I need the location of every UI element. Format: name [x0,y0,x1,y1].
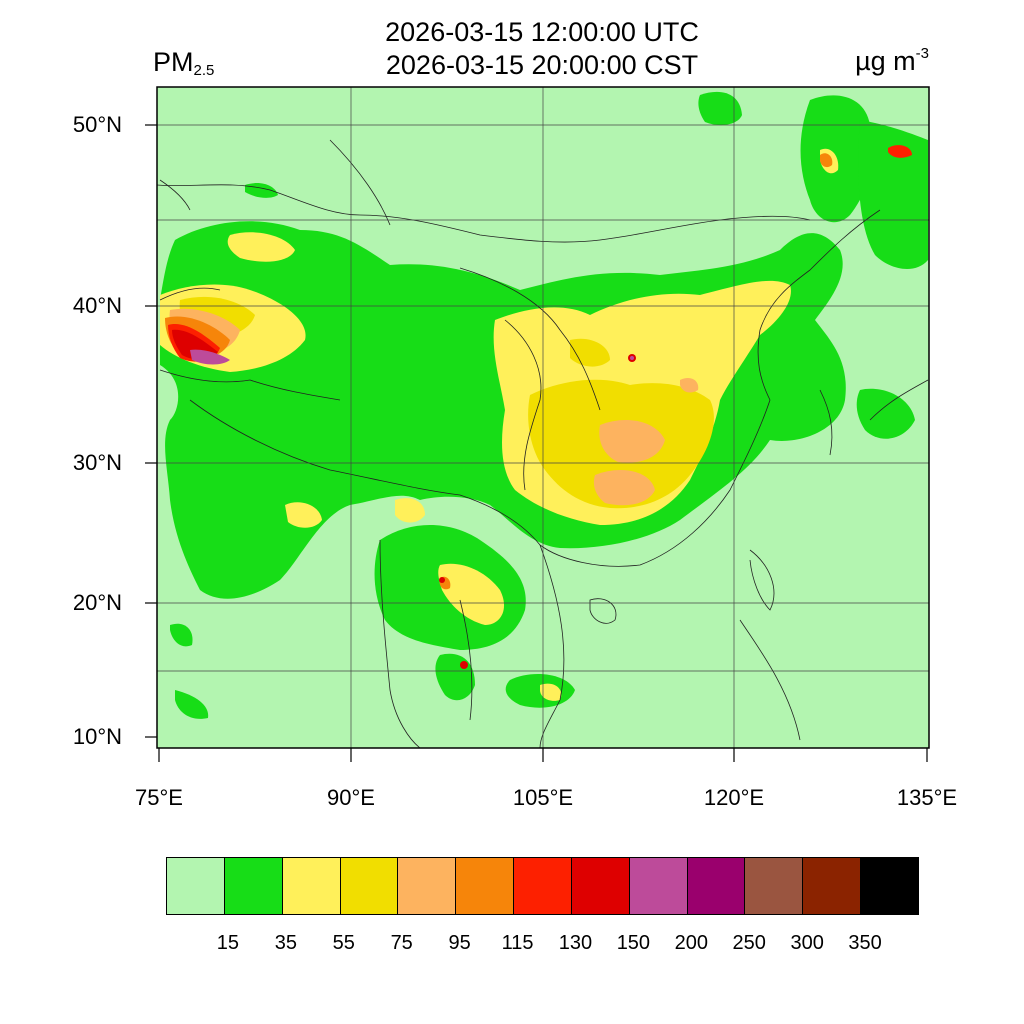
lon-label-105e: 105°E [512,785,574,810]
colorbar-tick-label: 75 [390,932,413,954]
variable-label: PM2.5 [153,47,214,79]
unit-label: µg m-3 [855,45,929,77]
colorbar-box-3 [340,858,399,914]
colorbar-tick-label: 200 [674,932,708,954]
colorbar-box-5 [456,858,515,914]
lat-label-40n: 40°N [72,293,122,318]
colorbar-tick-label: 35 [274,932,297,954]
axis-ticks [145,124,928,762]
lat-label-50n: 50°N [72,112,122,137]
colorbar-tick-label: 350 [848,932,882,954]
colorbar-box-0 [167,858,225,914]
lon-label-120e: 120°E [703,785,765,810]
colorbar-tick-label: 300 [790,932,824,954]
lat-label-30n: 30°N [72,450,122,475]
unit-exponent: -3 [915,45,929,62]
lon-label-75e: 75°E [135,785,183,810]
lat-label-10n: 10°N [72,724,122,749]
colorbar-box-12 [861,858,918,914]
colorbar-box-2 [282,858,341,914]
colorbar-box-8 [629,858,688,914]
colorbar-box-11 [803,858,862,914]
colorbar-tick-label: 250 [732,932,766,954]
colorbar-tick-label: 15 [216,932,240,954]
colorbar-box-7 [571,858,630,914]
colorbar-box-6 [514,858,572,914]
colorbar-tick-label: 95 [448,932,471,954]
lat-label-20n: 20°N [72,590,122,615]
colorbar-tick-label: 115 [501,932,534,954]
title-cst: 2026-03-15 20:00:00 CST [385,50,699,80]
colorbar-tick-label: 150 [616,932,651,954]
title-utc: 2026-03-15 12:00:00 UTC [385,17,699,47]
lon-label-135e: 135°E [896,785,958,810]
colorbar [166,857,919,915]
colorbar-box-9 [687,858,746,914]
colorbar-box-1 [224,858,283,914]
map-graticule [157,87,929,748]
lon-label-90e: 90°E [327,785,375,810]
colorbar-tick-label: 130 [558,932,593,954]
colorbar-box-4 [398,858,457,914]
variable-subscript: 2.5 [193,62,215,79]
colorbar-box-10 [745,858,804,914]
colorbar-tick-label: 55 [332,932,355,954]
unit-base: µg m [855,46,916,76]
pm-level-150-200 [190,349,634,365]
map-field [157,87,929,748]
variable-name: PM [153,47,194,77]
